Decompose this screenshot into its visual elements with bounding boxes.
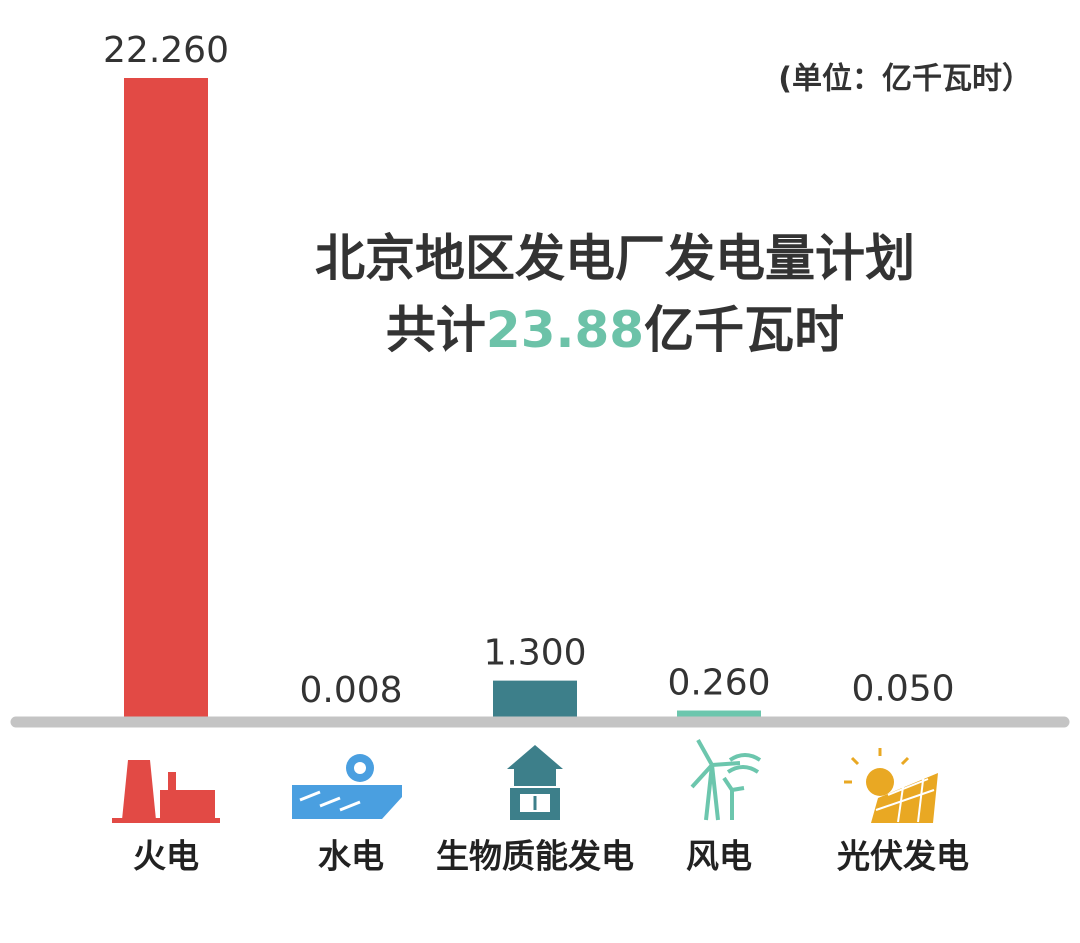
value-label: 1.300	[483, 633, 586, 674]
category-label: 风电	[686, 837, 752, 876]
category-label: 水电	[318, 837, 384, 876]
category-label: 光伏发电	[837, 837, 969, 876]
icon-thermal	[112, 760, 220, 823]
icon-solar	[844, 748, 938, 823]
icon-wind	[690, 739, 762, 821]
value-label: 0.260	[667, 663, 770, 704]
total-prefix: 共计	[386, 301, 486, 359]
total-line: 共计23.88亿千瓦时	[386, 301, 844, 359]
value-label: 0.008	[299, 670, 402, 711]
bar	[493, 680, 577, 718]
total-value: 23.88	[486, 301, 644, 359]
category-label: 火电	[133, 837, 199, 876]
chart-title: 北京地区发电厂发电量计划	[315, 230, 915, 288]
bar	[677, 710, 761, 718]
unit-note: (单位：亿千瓦时）	[778, 62, 1032, 97]
value-label: 0.050	[851, 669, 954, 710]
category-label: 生物质能发电	[436, 837, 634, 876]
bar	[124, 78, 208, 718]
value-label: 22.260	[103, 30, 229, 71]
total-unit: 亿千瓦时	[644, 301, 844, 359]
icon-hydro	[292, 754, 402, 819]
icon-biomass	[507, 745, 563, 820]
